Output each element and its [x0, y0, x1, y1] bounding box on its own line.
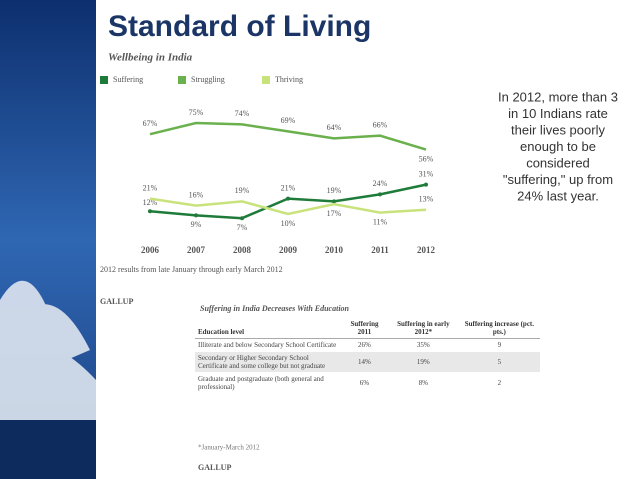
x-tick-label: 2008: [233, 245, 252, 255]
data-label: 9%: [191, 220, 202, 229]
header-row: Education level Suffering 2011 Suffering i…: [195, 318, 540, 339]
table-cell: 26%: [341, 338, 388, 352]
legend-label: Thriving: [275, 75, 303, 84]
x-tick-label: 2009: [279, 245, 298, 255]
callout-line: in 10 Indians rate: [508, 106, 608, 121]
header-cell: Suffering 2011: [341, 318, 388, 339]
data-label: 10%: [281, 219, 296, 228]
slide-title: Standard of Living: [108, 10, 371, 43]
callout-line: In 2012, more than 3: [498, 89, 618, 104]
table-cell: 35%: [387, 338, 459, 352]
table-cell: 6%: [341, 372, 388, 393]
data-label: 24%: [373, 179, 388, 188]
header-cell: Suffering increase (pct. pts.): [458, 318, 540, 339]
x-tick-label: 2006: [141, 245, 160, 255]
series-line: [149, 121, 427, 151]
point: [286, 196, 290, 201]
callout-line: 24% last year.: [517, 188, 599, 203]
table-cell: Secondary or Higher Secondary School Cer…: [195, 351, 341, 373]
table-cell: 8%: [387, 372, 459, 393]
table-cell: 2: [458, 372, 540, 393]
data-label: 21%: [143, 183, 158, 192]
legend-swatch: [100, 76, 108, 84]
data-label: 16%: [189, 190, 204, 199]
data-label: 31%: [419, 169, 434, 178]
data-label: 17%: [327, 209, 342, 218]
chart-title: Wellbeing in India: [108, 52, 193, 64]
x-tick-label: 2012: [417, 245, 436, 255]
callout-line: their lives poorly: [511, 122, 605, 137]
legend-swatch: [262, 76, 270, 84]
table-footnote: *January-March 2012: [198, 444, 260, 452]
header-cell: Education level: [195, 318, 341, 339]
table-row: Illiterate and below Secondary School Ce…: [195, 338, 540, 352]
callout-line: considered: [526, 155, 590, 170]
legend-swatch: [178, 76, 186, 84]
table-cell: 14%: [341, 351, 388, 373]
data-label: 12%: [143, 198, 158, 207]
side-floor: [0, 420, 96, 479]
logo: GALLUP: [100, 297, 133, 306]
callout-line: enough to be: [520, 139, 596, 154]
point: [424, 182, 428, 187]
data-label: 74%: [235, 109, 250, 118]
table-cell: 5: [458, 351, 540, 373]
data-label: 19%: [235, 186, 250, 195]
legend-label: Suffering: [113, 75, 143, 84]
x-tick-label: 2011: [371, 245, 389, 255]
data-label: 7%: [237, 223, 248, 232]
table-row: Secondary or Higher Secondary School Cer…: [195, 351, 540, 373]
data-label: 67%: [143, 119, 158, 128]
data-label: 75%: [189, 108, 204, 117]
legend-label: Struggling: [191, 75, 225, 84]
data-label: 21%: [281, 183, 296, 192]
point: [332, 199, 336, 204]
table-logo: GALLUP: [198, 463, 231, 472]
data-label: 11%: [373, 217, 388, 226]
table-cell: 19%: [387, 351, 459, 373]
series-line: [149, 197, 427, 216]
data-label: 13%: [419, 195, 434, 204]
table-cell: 9: [458, 338, 540, 352]
data-label: 64%: [327, 123, 342, 132]
data-label: 19%: [327, 186, 342, 195]
temple-decor: [0, 280, 96, 420]
table-cell: Graduate and postgraduate (both general …: [195, 372, 341, 393]
data-label: 66%: [373, 120, 388, 129]
chart-note: 2012 results from late January through e…: [100, 265, 283, 274]
data-label: 56%: [419, 154, 434, 163]
point: [194, 213, 198, 218]
table-row: Graduate and postgraduate (both general …: [195, 372, 540, 393]
point: [148, 209, 152, 214]
table-title: Suffering in India Decreases With Educat…: [200, 304, 350, 313]
callout-line: "suffering," up from: [503, 172, 613, 187]
x-tick-label: 2010: [325, 245, 344, 255]
point: [378, 192, 382, 197]
point: [240, 216, 244, 221]
table-cell: Illiterate and below Secondary School Ce…: [195, 338, 341, 352]
education-table: Education level Suffering 2011 Suffering i…: [195, 318, 540, 393]
header-cell: Suffering in early 2012*: [387, 318, 459, 339]
x-tick-label: 2007: [187, 245, 206, 255]
data-label: 69%: [281, 116, 296, 125]
